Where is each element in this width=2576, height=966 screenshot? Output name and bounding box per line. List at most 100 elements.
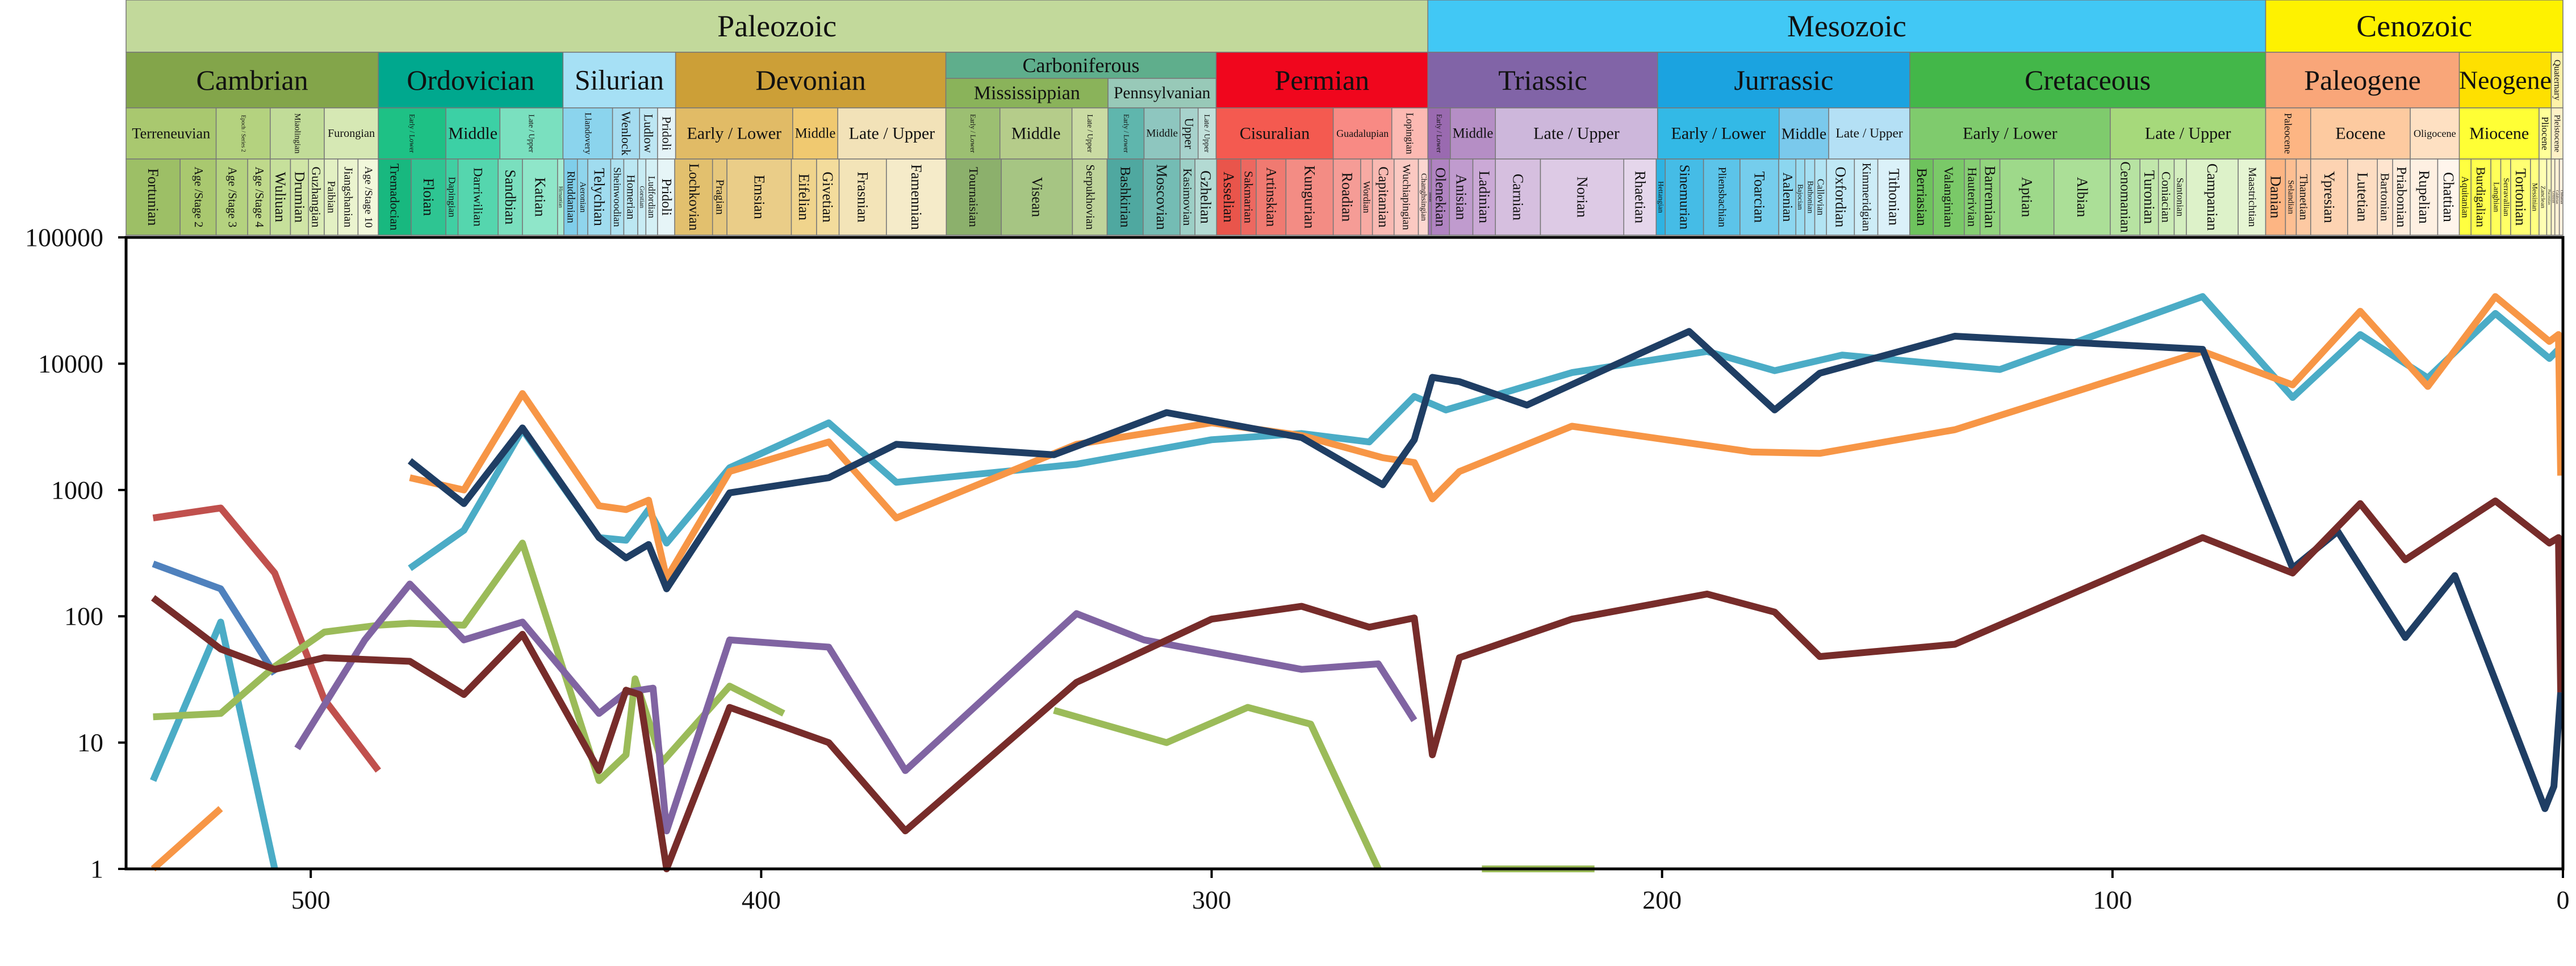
epoch-miaolingian: Miaolingian [270, 107, 325, 160]
stage-rhuddanian: Rhuddanian [563, 158, 578, 236]
stage-label: Sheinwoodian [612, 167, 623, 227]
stage-band [2470, 158, 2491, 236]
stage-frasnian: Frasnian [838, 158, 887, 236]
epoch-label: Late / Upper [1835, 126, 1902, 141]
geologic-time-scale: Paleozoic Mesozoic Cenozoic Cambrian Ordovic… [126, 0, 2564, 236]
stage-capitanian: Capitanian [1371, 158, 1395, 236]
stage-label: Carnian [1509, 174, 1526, 220]
period-triassic: Triassic [1427, 52, 1658, 108]
series-8-line-1 [150, 497, 2564, 872]
stage-label: Lochkovian [686, 164, 701, 231]
stage-barremian: Barremian [1979, 158, 2001, 236]
stage-dapingian: Dapingian [445, 158, 459, 236]
x-axis: 500 400 300 200 100 0 [291, 869, 2570, 914]
plot-frame [124, 236, 2565, 871]
stage-label: Bartonian [2378, 173, 2392, 221]
stage-label: Age /Stage 2 [192, 167, 204, 228]
stage-tournaisian: Tournaisian [946, 158, 1002, 236]
epoch-label: Middle [448, 124, 497, 143]
epoch-band [837, 107, 947, 160]
x-tick-label: 0 [2557, 885, 2570, 914]
stage-band [726, 158, 792, 236]
stage-band [126, 158, 181, 236]
stage-label: Chattian [2440, 172, 2457, 222]
stage-label: Darriwilian [471, 168, 485, 227]
stage-band [1332, 158, 1361, 236]
series-1 [150, 293, 2561, 870]
stage-band [1540, 158, 1625, 236]
epoch-label: Late / Upper [2145, 124, 2231, 143]
stage-band [2410, 158, 2439, 236]
series-7-line-1 [294, 580, 1417, 835]
epoch-label: Miocene [2469, 124, 2529, 143]
stage-label: Dapingian [446, 177, 457, 218]
stage-campanian: Campanian [2186, 158, 2239, 236]
stage-label: Valanginian [1942, 166, 1956, 227]
epoch-band [324, 107, 379, 160]
epoch-band [126, 107, 217, 160]
stage-label: Sandbian [502, 170, 518, 225]
epoch-ludlow: Ludlow [639, 107, 658, 160]
stage-label: Wuliuan [272, 172, 288, 223]
epoch-label: Pleistocene [2553, 115, 2562, 152]
series-5-line-1 [152, 504, 381, 773]
stage-moscovian: Moscovian [1143, 158, 1181, 236]
stage-label: Kimmeridgian [1860, 163, 1872, 232]
stage-band [411, 158, 446, 236]
epoch-early-lower: Early / Lower [1107, 107, 1145, 160]
stage-label: Turonian [2141, 170, 2157, 224]
stage-label: Barremian [1982, 166, 1998, 228]
period-neogene: Neogene [2458, 52, 2552, 108]
series-6-line-2 [1053, 704, 1382, 871]
stage-paibian: Paibian [324, 158, 338, 236]
epoch-label: Lopingian [1404, 112, 1416, 154]
epoch-band [2110, 107, 2266, 160]
stage-band [1216, 158, 1241, 236]
stage-asselian: Asselian [1216, 158, 1241, 236]
era-band [1427, 0, 2266, 53]
period-carboniferous: Carboniferous [945, 52, 1217, 79]
period-paleogene: Paleogene [2265, 52, 2460, 108]
stage-ludfordian: Ludfordian [645, 158, 658, 236]
stage-band [1285, 158, 1334, 236]
epoch-label: Llandovery [583, 112, 592, 154]
stage-band [2510, 158, 2531, 236]
subperiod-label: Pennsylvanian [1114, 84, 1211, 102]
epoch-label: Furongian [328, 127, 375, 140]
epoch-label: Middle [1146, 128, 1178, 140]
stage-homerian: Homerian [623, 158, 638, 236]
epoch-early-lower: Early / Lower [675, 107, 793, 160]
stage-telychian: Telychian [587, 158, 612, 236]
stage-norian: Norian [1540, 158, 1625, 236]
stage-lutetian: Lutetian [2347, 158, 2378, 236]
stage-band [657, 158, 675, 236]
stage-coniacian: Coniacian [2157, 158, 2175, 236]
stage-band [1256, 158, 1287, 236]
stage-band [1240, 158, 1257, 236]
stage-band [2310, 158, 2348, 236]
stage-pliensbachian: Pliensbachian [1703, 158, 1741, 236]
epoch-band [657, 107, 676, 160]
stage-label: Gzhelian [1198, 170, 1214, 224]
period-cambrian: Cambrian [126, 52, 379, 108]
epoch-middle: Middle [999, 107, 1073, 160]
epoch-label: Middle [1011, 124, 1061, 143]
stage-kungurian: Kungurian [1285, 158, 1334, 236]
stage-katian: Katian [522, 158, 558, 236]
epoch-band [562, 107, 613, 160]
stage-label: Kasimovian [1181, 169, 1194, 227]
stage-band [2437, 158, 2460, 236]
stage-danian: Danian [2265, 158, 2286, 236]
stage-band [1143, 158, 1181, 236]
epoch-label: Oligocene [2414, 128, 2456, 139]
epoch-band [639, 107, 658, 160]
stage-label: Serravallian [2502, 178, 2510, 216]
epoch-paleocene: Paleocene [2265, 107, 2311, 160]
stage-sheinwoodian: Sheinwoodian [610, 158, 625, 236]
epoch-band [1391, 107, 1428, 160]
subperiod-mississippian: Mississippian [945, 78, 1109, 108]
stage-label: Katian [532, 177, 548, 216]
period-label: Cambrian [196, 64, 308, 96]
epoch-eocene: Eocene [2310, 107, 2411, 160]
period-label: Carboniferous [1023, 54, 1140, 77]
